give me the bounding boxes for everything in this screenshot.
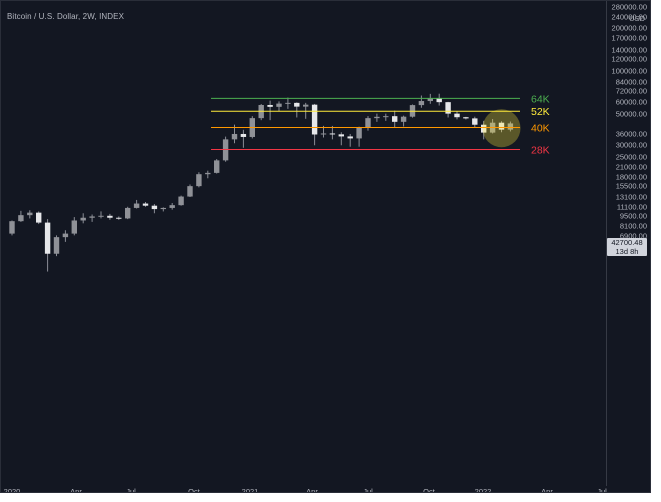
candle-body [133, 203, 140, 208]
candle-body [80, 217, 86, 221]
price-tick: 13100.00 [615, 192, 647, 202]
candle-body [294, 102, 300, 107]
candle-body [311, 104, 318, 135]
candle-body [347, 136, 353, 139]
price-tick: 60000.00 [615, 97, 647, 107]
price-tick: 25000.00 [615, 152, 647, 162]
candle-body [454, 113, 460, 118]
price-tick: 9500.00 [619, 211, 647, 221]
chart-panel[interactable]: Bitcoin / U.S. Dollar, 2W, INDEX 64K 52K 4… [0, 0, 651, 493]
candle-body [267, 104, 273, 107]
candle-body [329, 133, 336, 135]
price-tick: 36000.00 [615, 129, 647, 139]
price-tick: 140000.00 [611, 45, 647, 55]
time-tick: Apr [70, 487, 82, 493]
time-tick: Oct [423, 487, 435, 493]
candle-body [107, 215, 113, 218]
candle-body [62, 233, 69, 238]
price-tick: 18000.00 [615, 172, 647, 182]
candle-body [160, 207, 166, 210]
price-tick: 100000.00 [611, 66, 647, 76]
candle-body [427, 97, 433, 102]
candle-body [481, 124, 487, 133]
candle-body [214, 160, 220, 173]
price-tick: 8100.00 [619, 221, 647, 231]
candle-body [44, 222, 51, 254]
candle-body [36, 212, 42, 223]
candle-body [89, 216, 95, 218]
highlight-circle [482, 109, 521, 148]
candle-body [418, 101, 425, 106]
candle-body [338, 134, 344, 137]
candle-body [53, 237, 60, 254]
time-tick: Jul [126, 487, 136, 493]
last-price-badge: 42700.48 13d 8h [607, 238, 647, 256]
candle-body [285, 102, 291, 104]
candle-body [178, 196, 184, 206]
candle-body [356, 127, 362, 139]
price-tick: 21000.00 [615, 162, 647, 172]
candle-body [205, 172, 211, 175]
time-tick: Apr [541, 487, 553, 493]
time-tick: 2020 [3, 487, 21, 493]
price-tick: 15500.00 [615, 181, 647, 191]
candle-body [320, 133, 327, 135]
chart-title: Bitcoin / U.S. Dollar, 2W, INDEX [7, 12, 125, 21]
price-tick: 280000.00 [611, 2, 647, 12]
time-tick: 2021 [241, 487, 259, 493]
candle-body [169, 205, 175, 208]
candle-body [365, 118, 371, 128]
level-label-28k: 28K [531, 145, 550, 157]
candle-body [18, 215, 24, 222]
candle-body [187, 186, 193, 197]
price-tick: 6900.00 [619, 231, 647, 241]
candle-body [9, 221, 15, 234]
candle-body [445, 102, 451, 114]
candle-body [98, 215, 104, 217]
candle-body [436, 97, 442, 103]
candle-body [71, 220, 77, 234]
price-tick: 120000.00 [611, 54, 647, 64]
last-price-value: 42700.48 [611, 238, 643, 247]
candle-body [303, 104, 309, 107]
candle-body [472, 118, 478, 125]
time-tick: Jul [597, 487, 607, 493]
candle-body [116, 217, 122, 219]
price-tick: 84000.00 [615, 77, 647, 87]
level-label-52k: 52K [531, 106, 550, 118]
time-tick: Oct [188, 487, 200, 493]
candle-body [374, 116, 380, 119]
candle-body [240, 133, 247, 137]
candle-body [383, 116, 389, 118]
candle-body [27, 212, 33, 216]
countdown-label: 13d 8h [615, 247, 639, 256]
time-tick: 2022 [474, 487, 492, 493]
time-tick: Apr [306, 487, 318, 493]
candle-body [231, 133, 238, 140]
candle-body [276, 103, 282, 107]
level-label-64k: 64K [531, 93, 550, 105]
currency-label: USD [629, 14, 645, 23]
candle-body [400, 116, 407, 122]
price-tick: 200000.00 [611, 23, 647, 33]
level-label-40k: 40K [531, 122, 550, 134]
candle-body [151, 205, 158, 210]
price-tick: 240000.00 [611, 12, 647, 22]
candle-body [463, 117, 469, 119]
candle-body [498, 122, 505, 130]
price-tick: 50000.00 [615, 109, 647, 119]
price-tick: 72000.00 [615, 86, 647, 96]
price-tick: 170000.00 [611, 33, 647, 43]
candle-body [507, 123, 514, 130]
candle-body [125, 207, 131, 219]
price-tick: 11100.00 [616, 202, 647, 212]
candle-body [142, 203, 149, 206]
time-tick: Jul [363, 487, 373, 493]
candle-body [196, 174, 202, 187]
price-axis[interactable]: USD 280000.00 240000.00 200000.00 170000.00… [606, 1, 650, 486]
candle-body [392, 116, 398, 122]
price-tick: 30000.00 [615, 140, 647, 150]
